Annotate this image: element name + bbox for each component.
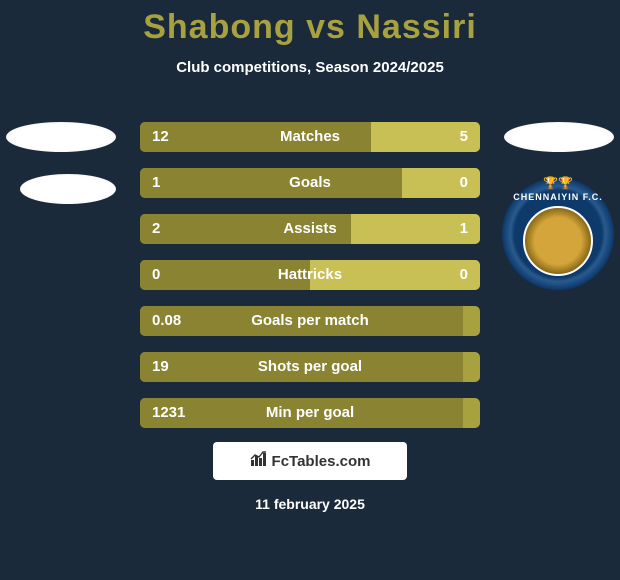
trophy-icon: 🏆🏆 [543,176,573,190]
club-right-name: CHENNAIYIN F.C. [513,192,603,202]
club-left-badge-placeholder [20,174,116,204]
stat-label: Shots per goal [140,352,480,382]
player-right-avatar-placeholder [504,122,614,152]
stat-row: 00Hattricks [140,260,480,290]
stat-label: Matches [140,122,480,152]
footer-date: 11 february 2025 [0,496,620,512]
stat-label: Min per goal [140,398,480,428]
stat-label: Goals per match [140,306,480,336]
brand-text: FcTables.com [272,453,371,470]
stat-row: 19Shots per goal [140,352,480,382]
infographic-container: Shabong vs Nassiri Club competitions, Se… [0,0,620,580]
brand-chart-icon [250,451,268,472]
club-right-badge-inner [523,206,593,276]
stat-row: 10Goals [140,168,480,198]
stat-row: 125Matches [140,122,480,152]
stat-row: 21Assists [140,214,480,244]
stat-label: Hattricks [140,260,480,290]
stat-row: 0.08Goals per match [140,306,480,336]
stat-label: Assists [140,214,480,244]
stat-row: 1231Min per goal [140,398,480,428]
page-subtitle: Club competitions, Season 2024/2025 [0,59,620,76]
stats-area: 125Matches 10Goals 21Assists 00Hattricks 0.0… [140,122,480,444]
page-title: Shabong vs Nassiri [0,0,620,47]
club-right-badge: 🏆🏆 CHENNAIYIN F.C. [502,178,614,290]
brand-box[interactable]: FcTables.com [213,442,407,480]
player-left-avatar-placeholder [6,122,116,152]
stat-label: Goals [140,168,480,198]
